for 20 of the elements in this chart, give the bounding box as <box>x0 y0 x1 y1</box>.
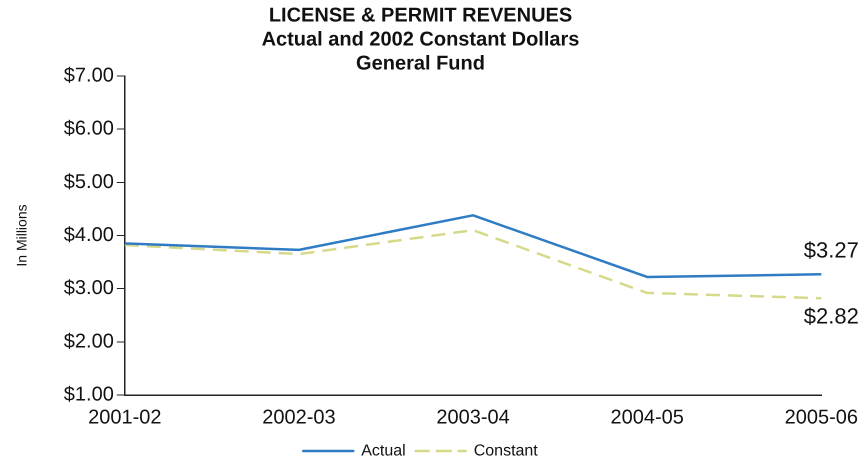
x-tick-label: 2005-06 <box>784 406 858 429</box>
x-tick-label: 2003-04 <box>436 406 510 429</box>
y-tick-label: $2.00 <box>64 330 114 352</box>
y-tick-label: $1.00 <box>64 384 114 406</box>
y-tick-label: $7.00 <box>64 64 114 87</box>
x-tick-label: 2004-05 <box>610 406 684 429</box>
y-axis-title: In Millions <box>13 204 30 267</box>
data-label: $3.27 <box>804 237 859 262</box>
x-tick-label: 2001-02 <box>88 406 162 429</box>
legend-label: Actual <box>361 442 406 460</box>
data-label: $2.82 <box>804 303 859 328</box>
text: Actual and 2002 Constant Dollars <box>262 28 580 51</box>
x-tick-label: 2002-03 <box>262 406 336 429</box>
y-tick-label: $3.00 <box>64 277 114 300</box>
y-tick-label: $5.00 <box>64 170 114 193</box>
y-tick-label: $6.00 <box>64 118 114 140</box>
legend-label: Constant <box>474 442 538 460</box>
text: General Fund <box>356 52 485 75</box>
y-tick-label: $4.00 <box>64 224 114 246</box>
text: LICENSE & PERMIT REVENUES <box>268 4 572 27</box>
